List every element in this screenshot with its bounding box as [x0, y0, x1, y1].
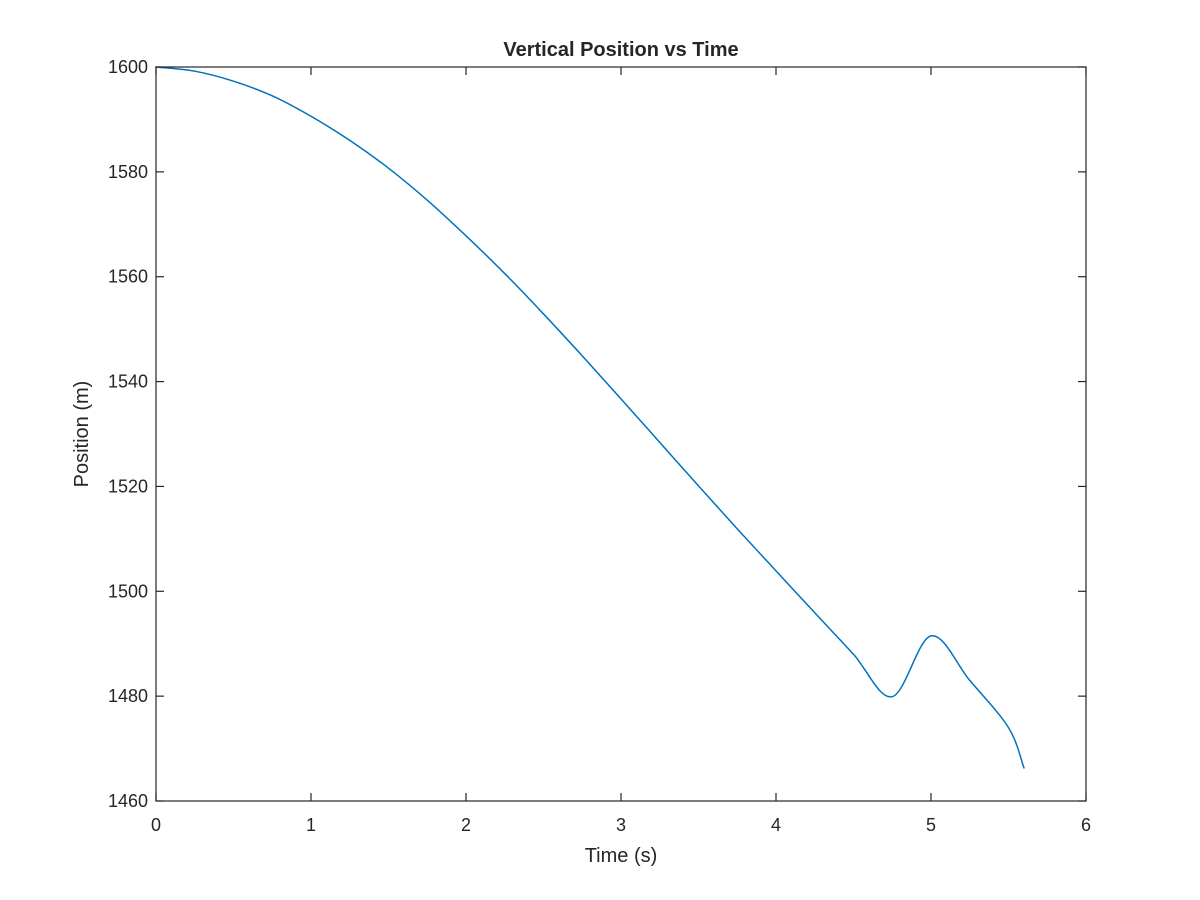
x-tick-label: 5 — [926, 815, 936, 835]
tick-label-layer: 0 1 2 3 4 5 6 1460 1480 1500 1520 1540 1560 1580 1600 — [108, 57, 1091, 835]
y-tick-label: 1480 — [108, 686, 148, 706]
y-tick-label: 1560 — [108, 267, 148, 287]
x-axis-label: Time (s) — [585, 845, 658, 867]
x-tick-label: 2 — [461, 815, 471, 835]
x-tick-label: 1 — [306, 815, 316, 835]
y-tick-label: 1520 — [108, 476, 148, 496]
y-tick-label: 1500 — [108, 581, 148, 601]
plot-area — [156, 67, 1086, 801]
x-tick-label: 0 — [151, 815, 161, 835]
y-tick-label: 1600 — [108, 57, 148, 77]
axes-box — [155, 66, 1087, 802]
chart-title: Vertical Position vs Time — [503, 39, 738, 61]
x-tick-label: 4 — [771, 815, 781, 835]
y-tick-label: 1460 — [108, 791, 148, 811]
y-axis-label: Position (m) — [71, 381, 93, 488]
series-line — [155, 66, 1025, 769]
x-tick-label: 3 — [616, 815, 626, 835]
y-tick-label: 1580 — [108, 162, 148, 182]
x-tick-label: 6 — [1081, 815, 1091, 835]
y-tick-label: 1540 — [108, 372, 148, 392]
series-layer — [155, 66, 1025, 769]
